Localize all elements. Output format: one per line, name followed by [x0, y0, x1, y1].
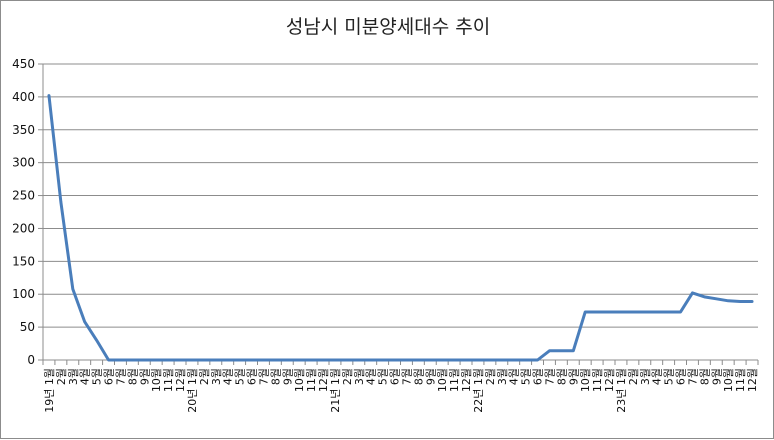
axes: [43, 64, 758, 360]
gridlines: [43, 64, 758, 327]
y-tick-label: 100: [12, 287, 35, 301]
y-axis-ticks: 0 50 100 150 200 250 300 350 400 450: [12, 57, 43, 367]
y-tick-label: 250: [12, 189, 35, 203]
chart-title: 성남시 미분양세대수 추이: [286, 16, 490, 38]
y-tick-label: 450: [12, 57, 35, 71]
y-tick-label: 0: [27, 353, 35, 367]
y-tick-label: 400: [12, 90, 35, 104]
y-tick-label: 200: [12, 221, 35, 235]
y-tick-label: 150: [12, 254, 35, 268]
y-tick-label: 50: [20, 320, 35, 334]
x-tick-label: 12월: [746, 368, 759, 392]
series-line: [49, 96, 752, 360]
y-tick-label: 300: [12, 156, 35, 170]
y-tick-label: 350: [12, 123, 35, 137]
series-layer: [49, 96, 752, 360]
